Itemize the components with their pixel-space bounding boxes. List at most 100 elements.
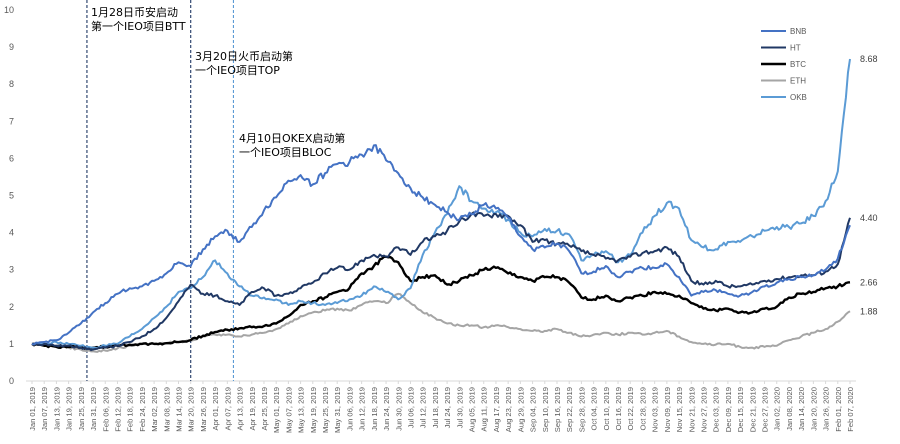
- end-label-eth: 1.88: [860, 306, 878, 316]
- annotation-2-line1: 3月20日火币启动第: [195, 49, 293, 63]
- y-tick-label: 9: [9, 42, 14, 52]
- legend-label-eth: ETH: [790, 77, 806, 86]
- x-tick-label: Dec 21, 2019: [748, 387, 757, 432]
- x-tick-label: Jun 06, 2019: [345, 387, 354, 431]
- end-value-labels: 4.40 2.66 1.88 8.68: [860, 54, 878, 316]
- x-tick-label: Aug 29, 2019: [516, 387, 525, 432]
- y-tick-label: 8: [9, 79, 14, 89]
- x-tick-label: May 19, 2019: [309, 387, 318, 433]
- x-tick-label: Apr 25, 2019: [260, 387, 269, 431]
- x-tick-label: Apr 07, 2019: [223, 387, 232, 431]
- x-tick-label: Jan 13, 2019: [52, 387, 61, 431]
- x-tick-label: Feb 18, 2019: [126, 387, 135, 432]
- x-tick-label: Dec 15, 2019: [736, 387, 745, 432]
- x-tick-label: Aug 05, 2019: [468, 387, 477, 432]
- x-axis: Jan 01, 2019 Jan 07, 2019 Jan 13, 2019 Jan …: [26, 380, 856, 433]
- x-tick-label: Aug 17, 2019: [492, 387, 501, 432]
- series-line-ht: [31, 211, 851, 352]
- x-tick-label: May 31, 2019: [333, 387, 342, 433]
- x-tick-label: Dec 27, 2019: [761, 387, 770, 432]
- x-tick-label: Jan 08, 2020: [785, 387, 794, 431]
- y-tick-label: 1: [9, 339, 14, 349]
- x-tick-label: Sep 22, 2019: [565, 387, 574, 432]
- annotation-1-line2: 第一个IEO项目BTT: [91, 19, 186, 33]
- y-tick-label: 10: [4, 5, 14, 15]
- x-tick-label: Sep 16, 2019: [553, 387, 562, 432]
- end-label-btc: 2.66: [860, 277, 878, 287]
- x-tick-label: Feb 07, 2020: [846, 387, 855, 432]
- x-tick-label: Dec 03, 2019: [712, 387, 721, 432]
- annotation-1-line1: 1月28日币安启动: [91, 5, 178, 19]
- x-tick-label: Jul 30, 2019: [455, 387, 464, 428]
- x-tick-label: Oct 10, 2019: [602, 387, 611, 430]
- x-tick-label: Mar 26, 2019: [199, 387, 208, 432]
- x-tick-label: Jan 14, 2020: [797, 387, 806, 431]
- y-tick-label: 2: [9, 302, 14, 312]
- x-tick-label: Oct 04, 2019: [590, 387, 599, 430]
- x-tick-label: Nov 03, 2019: [651, 387, 660, 432]
- series-line-bnb: [31, 144, 851, 346]
- annotation-3-line1: 4月10日OKEX启动第: [239, 131, 345, 145]
- x-tick-label: Jun 24, 2019: [382, 387, 391, 431]
- x-tick-label: Nov 21, 2019: [687, 387, 696, 432]
- x-tick-label: Nov 15, 2019: [675, 387, 684, 432]
- x-tick-label: Sep 04, 2019: [529, 387, 538, 432]
- legend-label-ht: HT: [790, 44, 801, 53]
- x-tick-label: Mar 02, 2019: [150, 387, 159, 432]
- series-lines: [31, 58, 851, 353]
- x-tick-label: Sep 10, 2019: [541, 387, 550, 432]
- legend-label-bnb: BNB: [790, 27, 806, 36]
- x-tick-label: Jan 20, 2020: [809, 387, 818, 431]
- x-tick-label: Jan 31, 2019: [89, 387, 98, 431]
- x-tick-label: Nov 27, 2019: [699, 387, 708, 432]
- x-tick-label: Jul 24, 2019: [443, 387, 452, 428]
- x-tick-label: May 13, 2019: [297, 387, 306, 433]
- x-tick-label: Jan 01, 2019: [28, 387, 37, 431]
- x-tick-label: Jan 25, 2019: [77, 387, 86, 431]
- x-tick-label: Dec 09, 2019: [724, 387, 733, 432]
- y-tick-label: 5: [9, 191, 14, 201]
- x-tick-label: Jun 18, 2019: [370, 387, 379, 431]
- x-tick-label: Apr 19, 2019: [248, 387, 257, 431]
- x-tick-label: Sep 28, 2019: [577, 387, 586, 432]
- x-tick-label: May 07, 2019: [284, 387, 293, 433]
- x-tick-label: Feb 01, 2020: [834, 387, 843, 432]
- annotation-3-line2: 一个IEO项目BLOC: [239, 146, 332, 159]
- x-tick-label: Feb 12, 2019: [113, 387, 122, 432]
- end-label-okb: 8.68: [860, 54, 878, 64]
- x-tick-label: Apr 13, 2019: [236, 387, 245, 431]
- x-tick-label: Aug 11, 2019: [480, 387, 489, 432]
- x-tick-label: Jan 26, 2020: [822, 387, 831, 431]
- y-tick-label: 0: [9, 376, 14, 386]
- x-tick-label: Aug 23, 2019: [504, 387, 513, 432]
- end-label-ht: 4.40: [860, 213, 878, 223]
- x-tick-label: Mar 20, 2019: [187, 387, 196, 432]
- legend: BNB HT BTC ETH OKB: [761, 27, 807, 102]
- x-tick-label: Nov 09, 2019: [663, 387, 672, 432]
- x-tick-label: Jun 12, 2019: [358, 387, 367, 431]
- x-tick-label: Oct 22, 2019: [626, 387, 635, 430]
- x-tick-label: Jun 30, 2019: [394, 387, 403, 431]
- x-tick-label: Jan 07, 2019: [40, 387, 49, 431]
- x-tick-label: Feb 24, 2019: [138, 387, 147, 432]
- x-tick-label: Apr 01, 2019: [211, 387, 220, 431]
- x-tick-label: Jul 06, 2019: [406, 387, 415, 428]
- y-tick-label: 3: [9, 265, 14, 275]
- x-tick-label: Feb 06, 2019: [101, 387, 110, 432]
- y-tick-label: 4: [9, 228, 14, 238]
- x-tick-label: Mar 14, 2019: [175, 387, 184, 432]
- legend-label-btc: BTC: [790, 60, 806, 69]
- series-line-okb: [31, 58, 851, 349]
- x-tick-label: Mar 08, 2019: [162, 387, 171, 432]
- y-tick-label: 7: [9, 116, 14, 126]
- annotation-2-line2: 一个IEO项目TOP: [195, 64, 280, 77]
- x-tick-label: May 01, 2019: [272, 387, 281, 433]
- x-tick-label: Jan 19, 2019: [65, 387, 74, 431]
- series-line-btc: [31, 255, 851, 350]
- x-tick-label: Oct 28, 2019: [638, 387, 647, 430]
- x-tick-label: Jul 12, 2019: [419, 387, 428, 428]
- x-tick-label: Jul 18, 2019: [431, 387, 440, 428]
